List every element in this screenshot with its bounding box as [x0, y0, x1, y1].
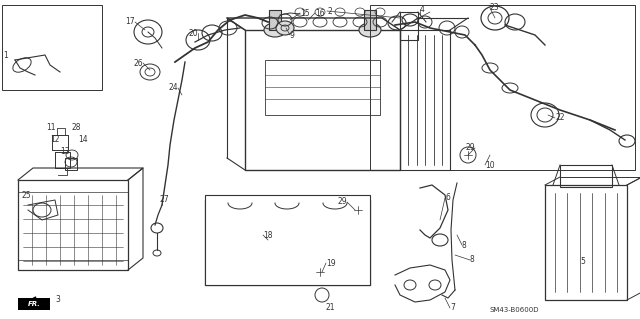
Text: 8: 8 — [470, 256, 475, 264]
Text: 25: 25 — [22, 190, 31, 199]
Text: 21: 21 — [325, 303, 335, 313]
Text: 10: 10 — [485, 160, 495, 169]
Text: 27: 27 — [160, 196, 170, 204]
Bar — [205, 200, 370, 285]
Bar — [400, 12, 418, 40]
Bar — [560, 165, 612, 187]
Bar — [245, 30, 400, 170]
Ellipse shape — [276, 21, 294, 35]
Bar — [400, 30, 450, 170]
Text: 2: 2 — [327, 6, 332, 16]
Text: 7: 7 — [450, 303, 455, 313]
Ellipse shape — [264, 23, 286, 37]
Text: 15: 15 — [300, 9, 310, 18]
Text: 3: 3 — [55, 295, 60, 305]
Bar — [18, 298, 50, 310]
Text: 17: 17 — [125, 18, 135, 26]
Text: 28: 28 — [72, 123, 81, 132]
Text: FR.: FR. — [28, 301, 40, 307]
Bar — [2, 5, 102, 90]
Text: 18: 18 — [263, 231, 273, 240]
Text: 29: 29 — [337, 197, 347, 206]
Text: 26: 26 — [133, 58, 143, 68]
Text: 6: 6 — [445, 194, 450, 203]
Text: 8: 8 — [462, 241, 467, 249]
Text: 4: 4 — [420, 4, 425, 13]
Text: 22: 22 — [555, 114, 564, 122]
Bar — [364, 10, 376, 30]
Text: 13: 13 — [60, 147, 70, 157]
Bar — [265, 60, 380, 115]
Bar — [65, 158, 77, 170]
Text: 14: 14 — [78, 136, 88, 145]
Text: 23: 23 — [490, 4, 500, 12]
Text: 24: 24 — [168, 84, 178, 93]
Text: 20: 20 — [188, 28, 198, 38]
Text: 5: 5 — [580, 257, 585, 266]
Bar — [545, 185, 627, 300]
Bar — [269, 10, 281, 30]
Text: 19: 19 — [326, 258, 335, 268]
Polygon shape — [205, 195, 370, 285]
Text: 11: 11 — [46, 122, 56, 131]
Text: 16: 16 — [315, 9, 324, 18]
Text: 29: 29 — [465, 144, 475, 152]
Text: 9: 9 — [290, 31, 295, 40]
Bar — [225, 215, 350, 270]
Bar — [370, 5, 635, 170]
Bar — [18, 180, 128, 270]
Text: 12: 12 — [50, 136, 60, 145]
Text: 1: 1 — [3, 50, 8, 60]
Ellipse shape — [359, 23, 381, 37]
Text: SM43-B0600D: SM43-B0600D — [490, 307, 540, 313]
